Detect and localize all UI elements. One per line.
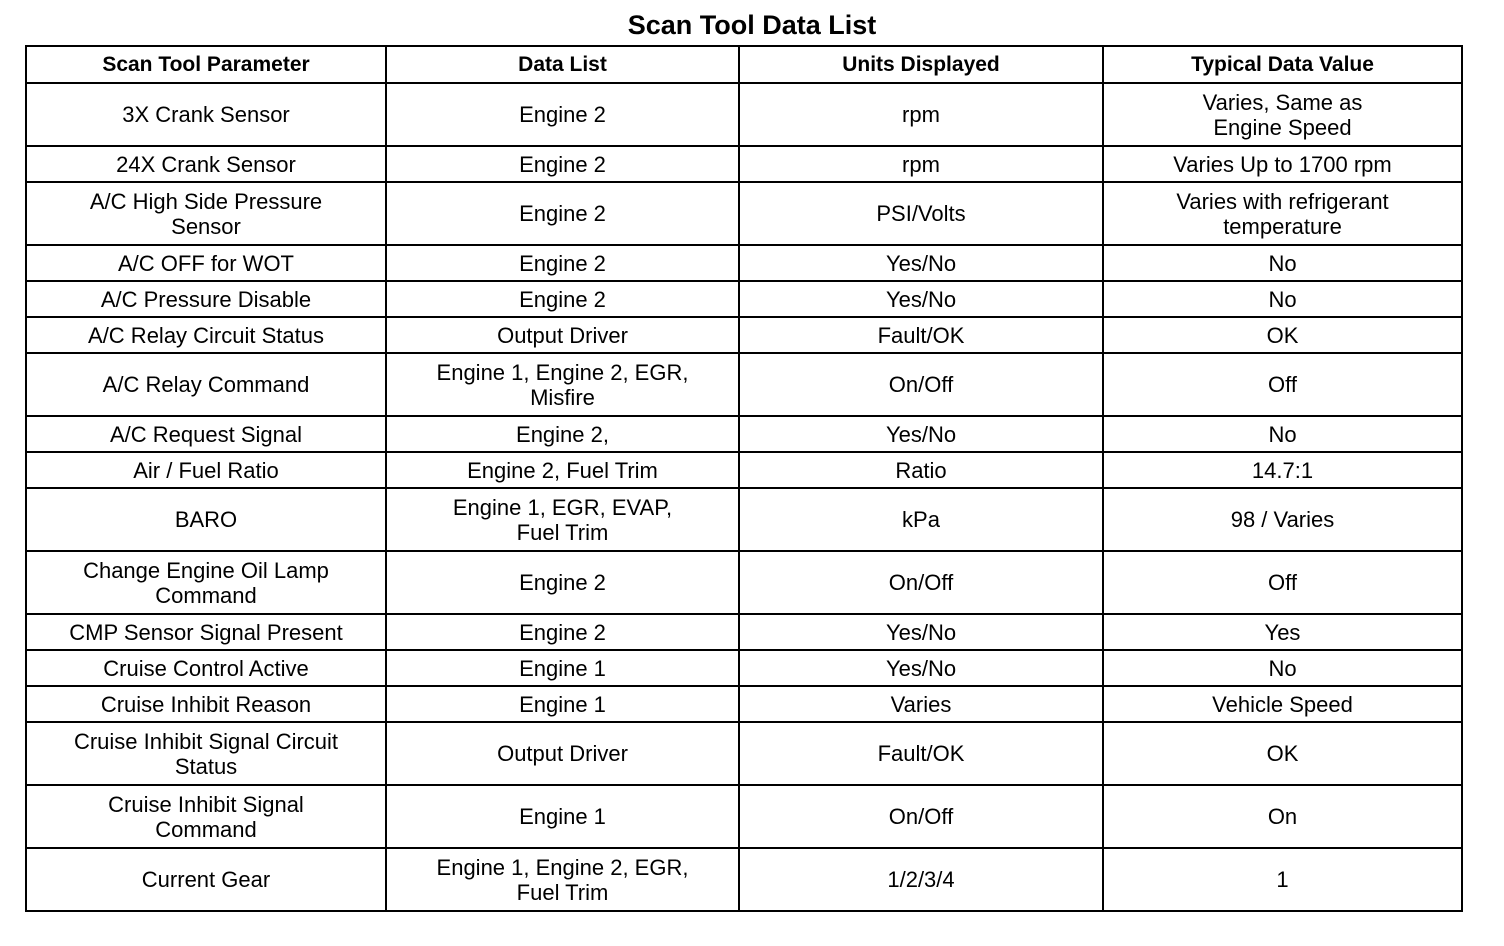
table-row: A/C Relay Command Engine 1, Engine 2, EGR…: [25, 352, 1463, 417]
cell-typical-value: No: [1102, 649, 1463, 687]
table-row: CMP Sensor Signal Present Engine 2 Yes/No Y…: [25, 613, 1463, 651]
table-row: A/C Pressure Disable Engine 2 Yes/No No: [25, 280, 1463, 318]
cell-units: 1/2/3/4: [738, 847, 1104, 912]
cell-data-list: Engine 1, Engine 2, EGR, Fuel Trim: [385, 847, 740, 912]
cell-units: Yes/No: [738, 415, 1104, 453]
cell-data-list: Engine 2: [385, 280, 740, 318]
cell-data-list: Engine 2: [385, 181, 740, 246]
cell-parameter: A/C Request Signal: [25, 415, 387, 453]
cell-typical-value: 14.7:1: [1102, 451, 1463, 489]
cell-units: Fault/OK: [738, 316, 1104, 354]
cell-data-list: Output Driver: [385, 316, 740, 354]
cell-typical-value: Vehicle Speed: [1102, 685, 1463, 723]
cell-units: Yes/No: [738, 613, 1104, 651]
cell-parameter: A/C Relay Circuit Status: [25, 316, 387, 354]
table-row: Change Engine Oil Lamp Command Engine 2 On…: [25, 550, 1463, 615]
cell-typical-value: Varies, Same as Engine Speed: [1102, 82, 1463, 147]
cell-units: Varies: [738, 685, 1104, 723]
table-row: Cruise Control Active Engine 1 Yes/No No: [25, 649, 1463, 687]
table-row: A/C OFF for WOT Engine 2 Yes/No No: [25, 244, 1463, 282]
cell-data-list: Engine 2, Fuel Trim: [385, 451, 740, 489]
column-header-data-list: Data List: [385, 45, 740, 84]
table-row: Cruise Inhibit Signal Circuit Status Outp…: [25, 721, 1463, 786]
column-header-typical-value: Typical Data Value: [1102, 45, 1463, 84]
cell-data-list: Engine 2,: [385, 415, 740, 453]
cell-parameter: Current Gear: [25, 847, 387, 912]
cell-units: On/Off: [738, 784, 1104, 849]
cell-units: Fault/OK: [738, 721, 1104, 786]
cell-parameter: A/C OFF for WOT: [25, 244, 387, 282]
cell-units: rpm: [738, 145, 1104, 183]
cell-data-list: Engine 1: [385, 784, 740, 849]
cell-typical-value: 98 / Varies: [1102, 487, 1463, 552]
cell-parameter: BARO: [25, 487, 387, 552]
cell-parameter: CMP Sensor Signal Present: [25, 613, 387, 651]
cell-data-list: Output Driver: [385, 721, 740, 786]
column-header-units: Units Displayed: [738, 45, 1104, 84]
scan-tool-data-table: Scan Tool Parameter Data List Units Disp…: [25, 45, 1463, 912]
cell-parameter: A/C Pressure Disable: [25, 280, 387, 318]
table-row: Cruise Inhibit Reason Engine 1 Varies Vehic…: [25, 685, 1463, 723]
cell-typical-value: Varies Up to 1700 rpm: [1102, 145, 1463, 183]
header-row: Scan Tool Parameter Data List Units Disp…: [25, 45, 1463, 84]
cell-data-list: Engine 1, Engine 2, EGR, Misfire: [385, 352, 740, 417]
cell-data-list: Engine 2: [385, 613, 740, 651]
table-row: A/C High Side Pressure Sensor Engine 2 PSI…: [25, 181, 1463, 246]
cell-parameter: A/C Relay Command: [25, 352, 387, 417]
cell-parameter: Cruise Inhibit Signal Circuit Status: [25, 721, 387, 786]
cell-data-list: Engine 1: [385, 649, 740, 687]
cell-parameter: 24X Crank Sensor: [25, 145, 387, 183]
cell-typical-value: Off: [1102, 550, 1463, 615]
cell-parameter: Cruise Inhibit Signal Command: [25, 784, 387, 849]
cell-typical-value: Yes: [1102, 613, 1463, 651]
cell-parameter: A/C High Side Pressure Sensor: [25, 181, 387, 246]
cell-data-list: Engine 2: [385, 82, 740, 147]
table-row: 3X Crank Sensor Engine 2 rpm Varies, Same a…: [25, 82, 1463, 147]
cell-units: Ratio: [738, 451, 1104, 489]
cell-typical-value: No: [1102, 280, 1463, 318]
table-row: Current Gear Engine 1, Engine 2, EGR, Fue…: [25, 847, 1463, 912]
table-row: BARO Engine 1, EGR, EVAP, Fuel Trim kPa 98 …: [25, 487, 1463, 552]
cell-typical-value: 1: [1102, 847, 1463, 912]
cell-typical-value: No: [1102, 244, 1463, 282]
table-row: Air / Fuel Ratio Engine 2, Fuel Trim Ratio…: [25, 451, 1463, 489]
cell-units: rpm: [738, 82, 1104, 147]
cell-parameter: Air / Fuel Ratio: [25, 451, 387, 489]
table-row: Cruise Inhibit Signal Command Engine 1 On/…: [25, 784, 1463, 849]
table-row: A/C Request Signal Engine 2, Yes/No No: [25, 415, 1463, 453]
cell-units: PSI/Volts: [738, 181, 1104, 246]
cell-typical-value: OK: [1102, 721, 1463, 786]
page-title: Scan Tool Data List: [627, 10, 877, 40]
cell-data-list: Engine 2: [385, 244, 740, 282]
cell-units: Yes/No: [738, 649, 1104, 687]
cell-data-list: Engine 2: [385, 550, 740, 615]
cell-parameter: 3X Crank Sensor: [25, 82, 387, 147]
cell-units: Yes/No: [738, 244, 1104, 282]
cell-units: On/Off: [738, 352, 1104, 417]
cell-data-list: Engine 1: [385, 685, 740, 723]
cell-typical-value: Varies with refrigerant temperature: [1102, 181, 1463, 246]
cell-typical-value: OK: [1102, 316, 1463, 354]
cell-parameter: Change Engine Oil Lamp Command: [25, 550, 387, 615]
cell-typical-value: Off: [1102, 352, 1463, 417]
cell-data-list: Engine 1, EGR, EVAP, Fuel Trim: [385, 487, 740, 552]
cell-parameter: Cruise Inhibit Reason: [25, 685, 387, 723]
cell-typical-value: On: [1102, 784, 1463, 849]
cell-units: kPa: [738, 487, 1104, 552]
table-row: 24X Crank Sensor Engine 2 rpm Varies Up to …: [25, 145, 1463, 183]
cell-typical-value: No: [1102, 415, 1463, 453]
column-header-parameter: Scan Tool Parameter: [25, 45, 387, 84]
cell-parameter: Cruise Control Active: [25, 649, 387, 687]
table-row: A/C Relay Circuit Status Output Driver Fau…: [25, 316, 1463, 354]
cell-data-list: Engine 2: [385, 145, 740, 183]
cell-units: Yes/No: [738, 280, 1104, 318]
cell-units: On/Off: [738, 550, 1104, 615]
